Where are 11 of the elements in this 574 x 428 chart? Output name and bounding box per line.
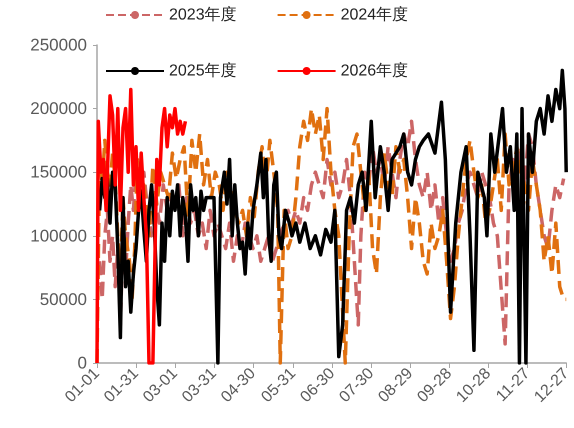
y-tick-label: 100000 xyxy=(30,226,87,246)
legend-label: 2023年度 xyxy=(169,6,237,24)
line-series xyxy=(95,88,188,365)
y-tick-label: 150000 xyxy=(30,162,87,182)
y-tick-label: 200000 xyxy=(30,99,87,118)
y-tick-label: 0 xyxy=(78,354,87,372)
legend-label: 2025年度 xyxy=(169,62,237,80)
legend-label: 2024年度 xyxy=(340,6,408,24)
legend-label: 2026年度 xyxy=(340,62,408,80)
y-tick-label: 50000 xyxy=(40,290,87,309)
y-tick-label: 250000 xyxy=(30,36,87,54)
